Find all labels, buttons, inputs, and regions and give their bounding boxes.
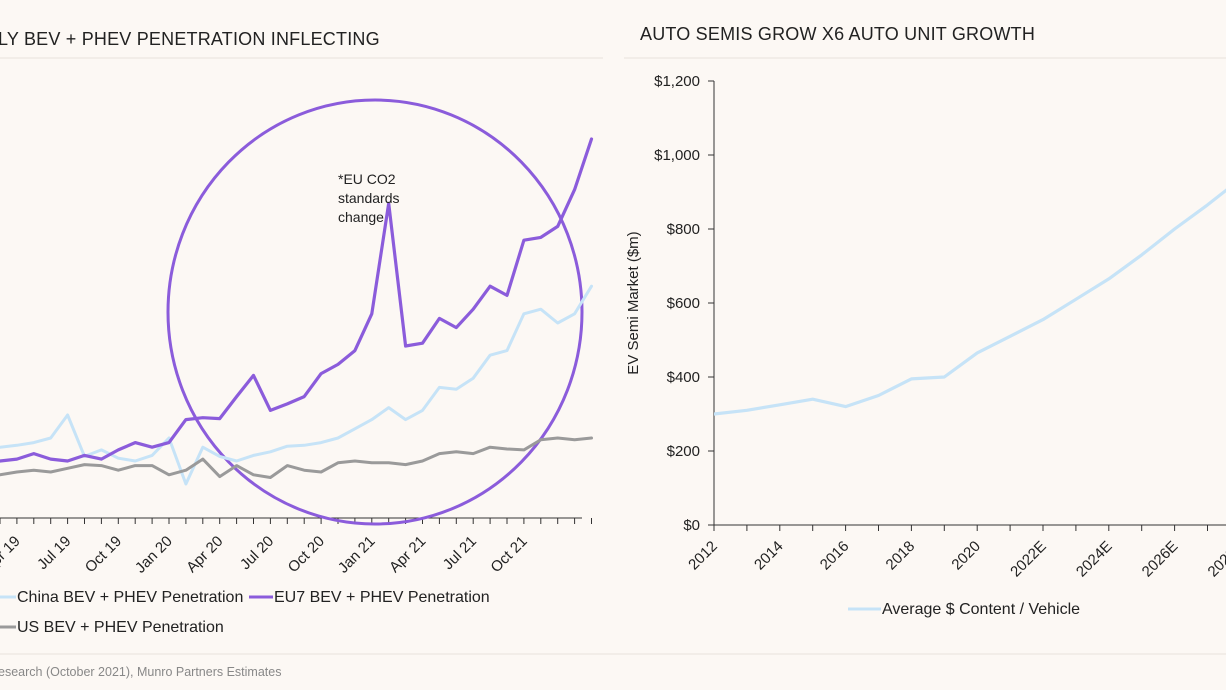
right-x-tick-label-2018: 2018	[883, 538, 919, 574]
right-y-tick-label-200: $200	[667, 443, 700, 460]
right-x-tick-label-2016: 2016	[817, 538, 853, 574]
left-x-tick-label-apr-19: Apr 19	[0, 533, 24, 576]
right-legend-label: Average $ Content / Vehicle	[882, 601, 1080, 618]
left-x-tick-label-jul-19: Jul 19	[34, 533, 74, 573]
right-x-tick-label-2022e: 2022E	[1007, 538, 1050, 581]
left-x-tick-label-oct-19: Oct 19	[82, 533, 125, 576]
annotation-line-2: standards	[338, 190, 399, 206]
left-x-tick-label-oct-20: Oct 20	[285, 533, 328, 576]
right-y-tick-label-400: $400	[667, 369, 700, 386]
left-legend-label-1: China BEV + PHEV Penetration	[17, 589, 243, 606]
right-y-tick-label-1200: $1,200	[654, 73, 700, 90]
right-plot-area: $0 $200 $400 $600 $800 $1,000 $1,200 2012 2014 20…	[625, 73, 1226, 618]
left-chart-title: LY BEV + PHEV PENETRATION INFLECTING	[0, 29, 380, 49]
left-series-line-us-bev-phev-penetration	[0, 436, 593, 479]
left-x-tick-label-apr-20: Apr 20	[183, 533, 226, 576]
right-x-tick-label-2026e: 2026E	[1139, 538, 1182, 581]
left-x-tick-label-jan-21: Jan 21	[335, 533, 379, 577]
left-x-tick-label-jan-20: Jan 20	[132, 533, 176, 577]
left-series-line-china-bev-phev-penetration	[0, 284, 593, 486]
left-x-tick-label-oct-21: Oct 21	[487, 533, 530, 576]
right-y-tick-label-0: $0	[683, 517, 700, 534]
right-x-tick-label-2014: 2014	[751, 538, 787, 574]
right-y-tick-label-800: $800	[667, 221, 700, 238]
annotation-line-3: change	[338, 209, 384, 225]
left-legend-label-2: EU7 BEV + PHEV Penetration	[274, 589, 490, 606]
right-x-tick-label-2024e: 2024E	[1073, 538, 1116, 581]
left-series-line-eu7-bev-phev-penetration	[0, 137, 594, 463]
left-x-tick-label-jul-21: Jul 21	[440, 533, 480, 573]
left-x-tick-label-apr-21: Apr 21	[386, 533, 429, 576]
right-x-tick-label-2028e: 2028E	[1205, 538, 1226, 581]
right-y-tick-label-600: $600	[667, 295, 700, 312]
right-chart-title: AUTO SEMIS GROW X6 AUTO UNIT GROWTH	[640, 24, 1035, 44]
right-y-tick-label-1000: $1,000	[654, 147, 700, 164]
highlight-circle	[166, 98, 584, 526]
right-x-tick-label-2020: 2020	[948, 538, 984, 574]
right-y-axis-label: EV Semi Market ($m)	[625, 231, 642, 374]
right-x-tick-label-2012: 2012	[685, 538, 721, 574]
left-plot-area: Apr 19 Jul 19 Oct 19 Jan 20 Apr 20 Jul 20 Oct …	[0, 98, 594, 636]
annotation-line-1: *EU CO2	[338, 171, 396, 187]
left-x-tick-label-jul-20: Jul 20	[237, 533, 277, 573]
left-legend-label-3: US BEV + PHEV Penetration	[17, 619, 224, 636]
source-note: esearch (October 2021), Munro Partners E…	[0, 665, 281, 679]
right-series-line-average-content-vehicle	[714, 188, 1226, 416]
